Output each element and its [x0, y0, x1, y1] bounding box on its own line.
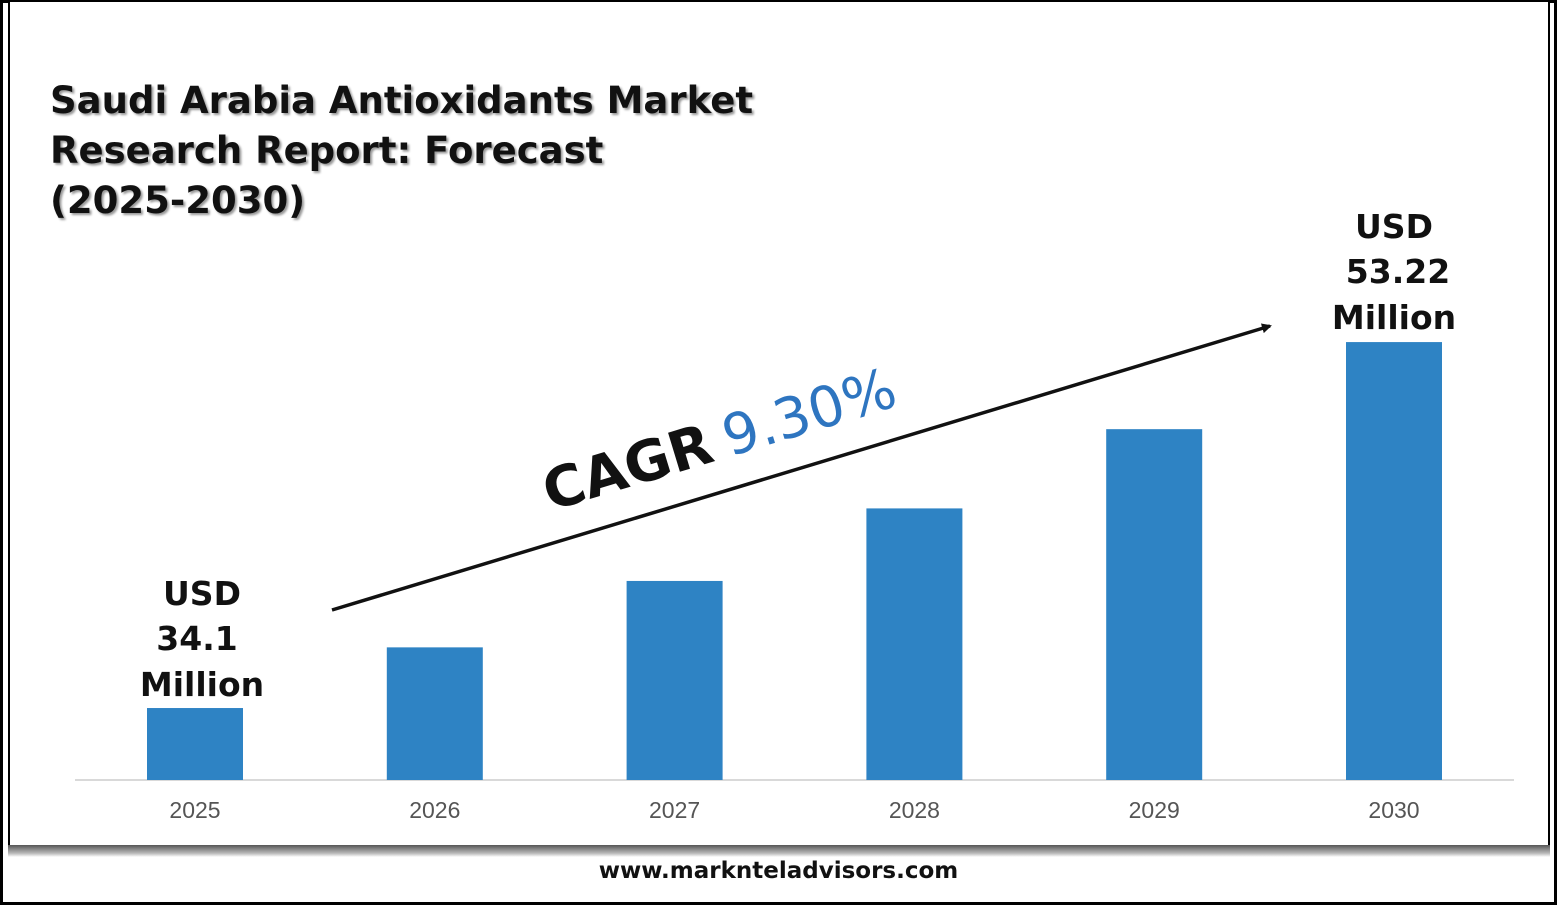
x-tick-2027: 2027: [649, 797, 700, 823]
last-label-line-2: 53.22: [1346, 252, 1450, 291]
first-label-line-2: 34.1: [156, 619, 237, 658]
x-tick-2028: 2028: [889, 797, 940, 823]
first-label-line-3: Million: [140, 665, 264, 704]
bar-2026: [386, 647, 483, 780]
bar-2027: [626, 580, 723, 780]
cagr-prefix: CAGR: [535, 412, 720, 525]
cagr-annotation: CAGR9.30%: [535, 356, 904, 524]
last-label-line-3: Million: [1332, 298, 1456, 337]
x-tick-2030: 2030: [1368, 797, 1419, 823]
trend-arrow: [331, 323, 1272, 612]
chart-title: Saudi Arabia Antioxidants Market Researc…: [50, 76, 753, 226]
bar-2028: [866, 508, 963, 780]
panel-shadow: [8, 845, 1550, 857]
title-line-3: (2025-2030): [50, 179, 306, 222]
chart-panel: [8, 0, 1550, 847]
last-label-line-1: USD: [1355, 207, 1433, 246]
first-bar-label: USD 34.1 Million: [140, 574, 264, 704]
bar-2025: [147, 708, 243, 780]
x-tick-2025: 2025: [169, 797, 220, 823]
first-label-line-1: USD: [163, 574, 241, 613]
cagr-value: 9.30%: [715, 356, 904, 470]
title-line-1: Saudi Arabia Antioxidants Market: [50, 79, 753, 122]
bar-2030: [1346, 342, 1442, 780]
last-bar-label: USD 53.22 Million: [1332, 207, 1456, 337]
bar-2029: [1106, 429, 1203, 780]
title-line-2: Research Report: Forecast: [50, 129, 604, 172]
x-tick-2026: 2026: [409, 797, 460, 823]
website-footer: www.marknteladvisors.com: [598, 858, 959, 884]
x-tick-2029: 2029: [1129, 797, 1180, 823]
